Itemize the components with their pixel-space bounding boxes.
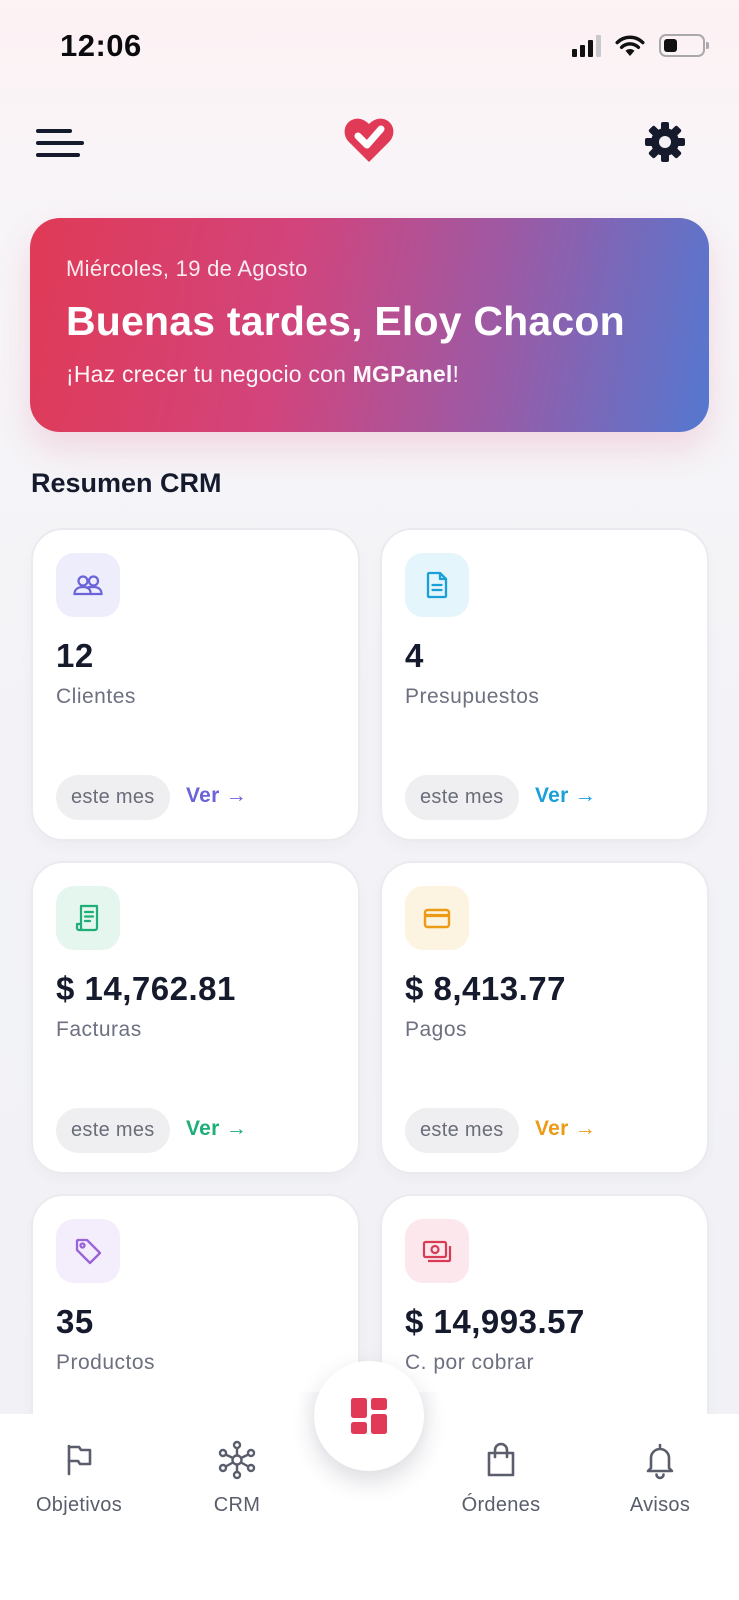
view-link[interactable]: Ver → — [535, 784, 597, 807]
nav-label: Avisos — [629, 1494, 691, 1516]
shopping-bag-icon — [487, 1442, 515, 1477]
top-bar — [0, 110, 739, 176]
card-value: $ 14,993.57 — [405, 1303, 585, 1340]
money-icon — [405, 1219, 469, 1283]
network-icon — [218, 1440, 256, 1480]
greeting-subtitle: ¡Haz crecer tu negocio con MGPanel! — [66, 361, 460, 387]
settings-gear-icon[interactable] — [643, 120, 687, 164]
card-label: Presupuestos — [405, 685, 540, 708]
card-label: C. por cobrar — [405, 1351, 535, 1374]
status-bar: 12:06 — [0, 0, 739, 96]
dashboard-button[interactable] — [314, 1361, 424, 1471]
card-label: Productos — [56, 1351, 156, 1374]
card-label: Facturas — [56, 1018, 142, 1041]
users-icon — [56, 553, 120, 617]
nav-item-crm[interactable]: CRM — [177, 1440, 297, 1517]
bell-icon — [646, 1443, 674, 1480]
section-title: Resumen CRM — [31, 468, 222, 498]
summary-card-clientes[interactable]: 12 Clientes este mes Ver → — [31, 528, 360, 841]
period-badge: este mes — [405, 775, 519, 820]
card-label: Pagos — [405, 1018, 468, 1041]
summary-card-facturas[interactable]: $ 14,762.81 Facturas este mes Ver → — [31, 861, 360, 1174]
greeting-date: Miércoles, 19 de Agosto — [66, 256, 308, 281]
dashboard-icon — [351, 1398, 387, 1434]
view-link[interactable]: Ver → — [186, 784, 248, 807]
card-value: 12 — [56, 637, 94, 674]
period-badge: este mes — [405, 1108, 519, 1153]
greeting-title: Buenas tardes, Eloy Chacon — [66, 298, 625, 344]
card-value: $ 8,413.77 — [405, 970, 566, 1007]
credit-card-icon — [405, 886, 469, 950]
view-link[interactable]: Ver → — [186, 1117, 248, 1140]
document-icon — [405, 553, 469, 617]
battery-icon — [659, 34, 709, 57]
nav-item-avisos[interactable]: Avisos — [600, 1440, 720, 1517]
view-link[interactable]: Ver → — [535, 1117, 597, 1140]
card-value: 35 — [56, 1303, 94, 1340]
wifi-icon — [615, 35, 645, 56]
cellular-signal-icon — [572, 34, 601, 57]
nav-label: CRM — [213, 1494, 261, 1516]
card-value: $ 14,762.81 — [56, 970, 236, 1007]
status-time: 12:06 — [60, 28, 142, 63]
summary-card-presupuestos[interactable]: 4 Presupuestos este mes Ver → — [380, 528, 709, 841]
nav-label: Órdenes — [461, 1494, 541, 1516]
receipt-icon — [56, 886, 120, 950]
nav-label: Objetivos — [35, 1494, 123, 1516]
flag-icon — [67, 1444, 92, 1476]
card-label: Clientes — [56, 685, 136, 708]
period-badge: este mes — [56, 1108, 170, 1153]
greeting-brand-name: MGPanel — [352, 361, 453, 387]
period-badge: este mes — [56, 775, 170, 820]
status-icons — [572, 34, 709, 57]
nav-item-objetivos[interactable]: Objetivos — [19, 1440, 139, 1517]
card-value: 4 — [405, 637, 424, 674]
brand-logo-icon — [344, 118, 394, 162]
summary-card-pagos[interactable]: $ 8,413.77 Pagos este mes Ver → — [380, 861, 709, 1174]
menu-icon[interactable] — [36, 120, 84, 166]
nav-item-ordenes[interactable]: Órdenes — [441, 1440, 561, 1517]
tag-icon — [56, 1219, 120, 1283]
greeting-banner: Miércoles, 19 de Agosto Buenas tardes, E… — [30, 218, 709, 432]
